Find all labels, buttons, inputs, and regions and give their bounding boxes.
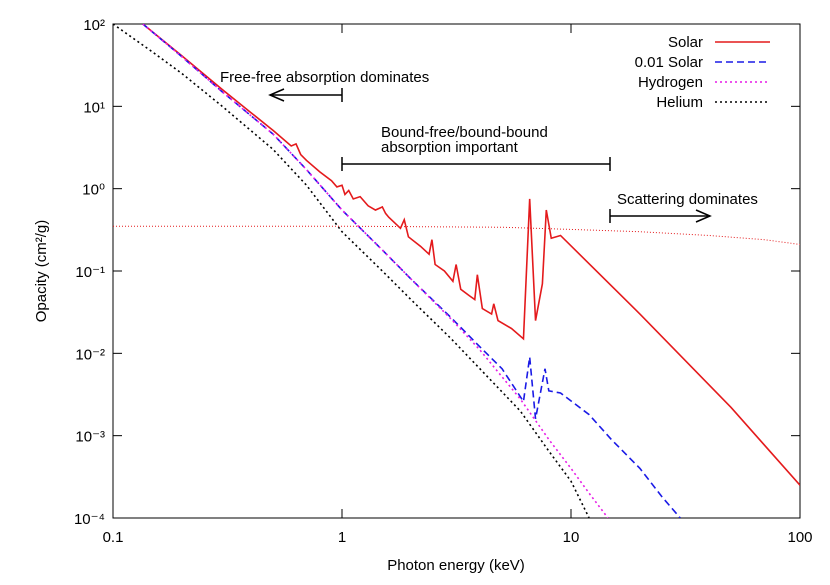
series-line [113,225,800,245]
x-axis-title: Photon energy (keV) [387,557,525,574]
legend-label: Solar [668,34,703,51]
annotation: absorption important [381,139,519,156]
y-tick-label: 10⁻⁴ [74,511,105,528]
x-tick-label: 1 [338,529,346,546]
y-tick-label: 10⁻¹ [75,264,105,281]
annotation: Scattering dominates [617,191,758,208]
legend-label: Helium [656,94,703,111]
legend-label: Hydrogen [638,74,703,91]
x-tick-label: 10 [563,529,580,546]
y-tick-label: 10⁰ [82,182,105,199]
annotation: Free-free absorption dominates [220,69,429,86]
annotation-arrows [268,88,712,223]
annotation: Bound-free/bound-bound [381,124,548,141]
x-tick-label: 100 [787,529,812,546]
plot-lines [113,24,800,518]
y-axis-title: Opacity (cm²/g) [33,220,50,323]
x-tick-label: 0.1 [103,529,124,546]
y-tick-label: 10⁻² [75,346,105,363]
y-tick-label: 10¹ [83,99,105,116]
y-tick-label: 10⁻³ [75,429,105,446]
legend-label: 0.01 Solar [635,54,703,71]
series-line [142,24,609,518]
series-line [142,24,681,518]
series-line [142,24,800,486]
series-line [113,24,590,518]
y-tick-label: 10² [83,17,105,34]
